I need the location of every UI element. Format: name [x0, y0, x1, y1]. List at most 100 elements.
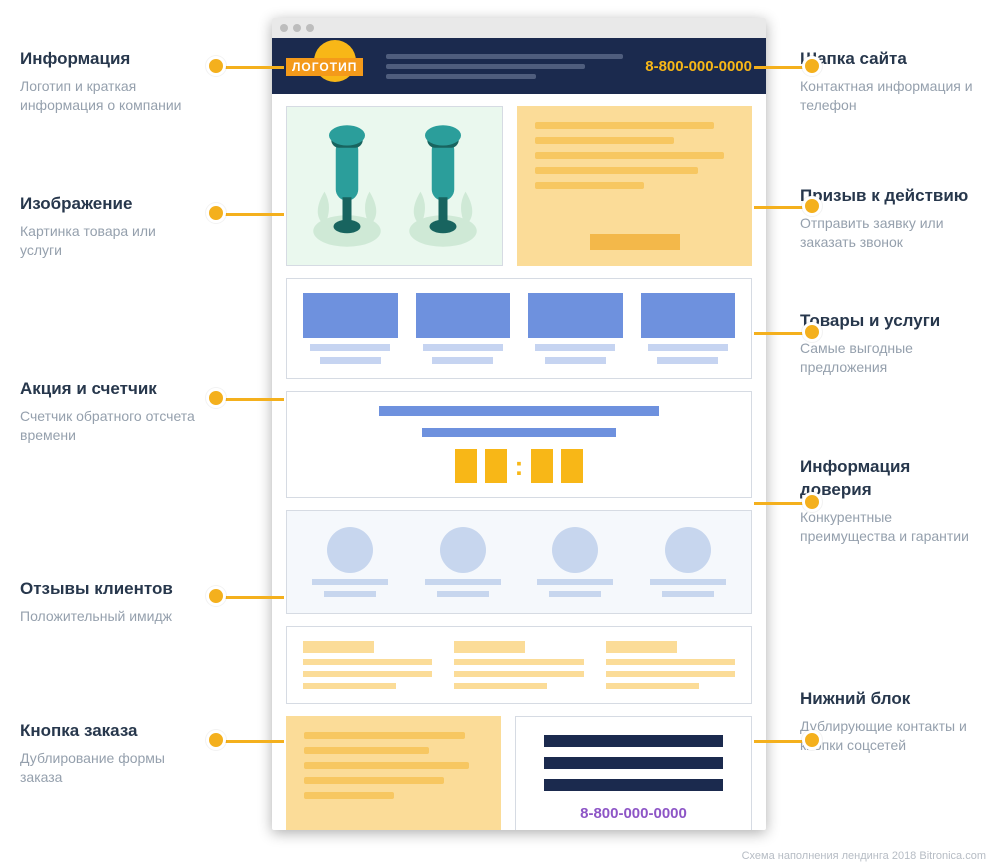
ann-right-footer: Нижний блок Дублирующие контакты и кнопк… — [800, 688, 980, 755]
ann-title: Изображение — [20, 193, 200, 216]
placeholder-line — [549, 591, 601, 597]
countdown-digit — [531, 449, 553, 483]
placeholder-line — [662, 591, 714, 597]
placeholder-line — [310, 344, 390, 351]
trust-item — [303, 527, 398, 597]
ann-title: Кнопка заказа — [20, 720, 200, 743]
trust-panel — [286, 510, 752, 614]
connector-dot — [802, 56, 822, 76]
row-reviews — [272, 614, 766, 704]
cta-panel — [517, 106, 752, 266]
trust-grid — [303, 527, 735, 597]
credit-line: Схема наполнения лендинга 2018 Bitronica… — [742, 850, 986, 862]
placeholder-line — [324, 591, 376, 597]
connector-dot — [802, 492, 822, 512]
trust-icon — [665, 527, 711, 573]
ann-desc: Самые выгодные предложения — [800, 339, 980, 377]
header-phone: 8-800-000-0000 — [645, 58, 752, 75]
chrome-dot — [293, 24, 301, 32]
placeholder-line — [648, 344, 728, 351]
row-footer: 8-800-000-0000 — [272, 704, 766, 830]
product-illustration-icon — [398, 116, 488, 256]
ann-desc: Дублирующие контакты и кнопки соцсетей — [800, 717, 980, 755]
hero-image-panel — [286, 106, 503, 266]
product-card[interactable] — [303, 293, 398, 364]
ann-desc: Логотип и краткая информация о компании — [20, 77, 200, 115]
placeholder-line — [535, 152, 724, 159]
footer-cta-panel — [286, 716, 501, 830]
trust-item — [416, 527, 511, 597]
countdown-colon: : — [515, 453, 524, 479]
products-grid — [303, 293, 735, 364]
review-item — [303, 641, 432, 689]
infographic-stage: Информация Логотип и краткая информация … — [0, 0, 1000, 868]
placeholder-line — [535, 182, 644, 189]
trust-icon — [440, 527, 486, 573]
placeholder-line — [606, 683, 699, 689]
placeholder-line — [386, 74, 536, 79]
social-bar[interactable] — [544, 735, 723, 747]
social-bar[interactable] — [544, 779, 723, 791]
placeholder-line — [320, 357, 381, 364]
ann-desc: Отправить заявку или заказать звонок — [800, 214, 980, 252]
countdown-timer: : — [455, 449, 584, 483]
product-card[interactable] — [528, 293, 623, 364]
trust-icon — [327, 527, 373, 573]
row-hero — [272, 94, 766, 266]
placeholder-line — [303, 659, 432, 665]
ann-left-order: Кнопка заказа Дублирование формы заказа — [20, 720, 200, 787]
ann-title: Акция и счетчик — [20, 378, 200, 401]
placeholder-line — [535, 137, 674, 144]
ann-title: Нижний блок — [800, 688, 980, 711]
connector-dot — [206, 203, 226, 223]
browser-chrome — [272, 18, 766, 38]
connector — [754, 66, 808, 69]
ann-title: Шапка сайта — [800, 48, 980, 71]
ann-desc: Положительный имидж — [20, 607, 200, 626]
product-image-icon — [528, 293, 623, 338]
placeholder-line — [606, 671, 735, 677]
connector-dot — [802, 196, 822, 216]
placeholder-line — [386, 64, 585, 69]
row-countdown: : — [272, 379, 766, 498]
placeholder-line — [606, 641, 677, 653]
reviews-grid — [303, 641, 735, 689]
chrome-dot — [280, 24, 288, 32]
social-bar[interactable] — [544, 757, 723, 769]
placeholder-line — [537, 579, 613, 585]
placeholder-line — [535, 344, 615, 351]
countdown-panel: : — [286, 391, 752, 498]
connector — [222, 398, 284, 401]
connector — [754, 502, 808, 505]
placeholder-line — [650, 579, 726, 585]
ann-title: Товары и услуги — [800, 310, 980, 333]
ann-title: Отзывы клиентов — [20, 578, 200, 601]
product-card[interactable] — [641, 293, 736, 364]
connector — [222, 596, 284, 599]
placeholder-line — [312, 579, 388, 585]
product-card[interactable] — [416, 293, 511, 364]
site-header: ЛОГОТИП 8-800-000-0000 — [272, 38, 766, 94]
chrome-dot — [306, 24, 314, 32]
row-products — [272, 266, 766, 379]
placeholder-line — [303, 641, 374, 653]
countdown-digit — [455, 449, 477, 483]
products-panel — [286, 278, 752, 379]
ann-desc: Дублирование формы заказа — [20, 749, 200, 787]
placeholder-line — [304, 762, 469, 769]
ann-left-countdown: Акция и счетчик Счетчик обратного отсчет… — [20, 378, 200, 445]
connector — [222, 740, 284, 743]
trust-icon — [552, 527, 598, 573]
cta-button[interactable] — [590, 234, 680, 250]
placeholder-line — [535, 167, 698, 174]
connector — [754, 740, 808, 743]
placeholder-line — [454, 671, 583, 677]
connector — [222, 66, 284, 69]
product-illustration-icon — [302, 116, 392, 256]
connector — [754, 206, 808, 209]
placeholder-line — [545, 357, 606, 364]
connector-dot — [206, 730, 226, 750]
connector — [754, 332, 808, 335]
placeholder-line — [454, 683, 547, 689]
header-tagline — [380, 54, 635, 79]
